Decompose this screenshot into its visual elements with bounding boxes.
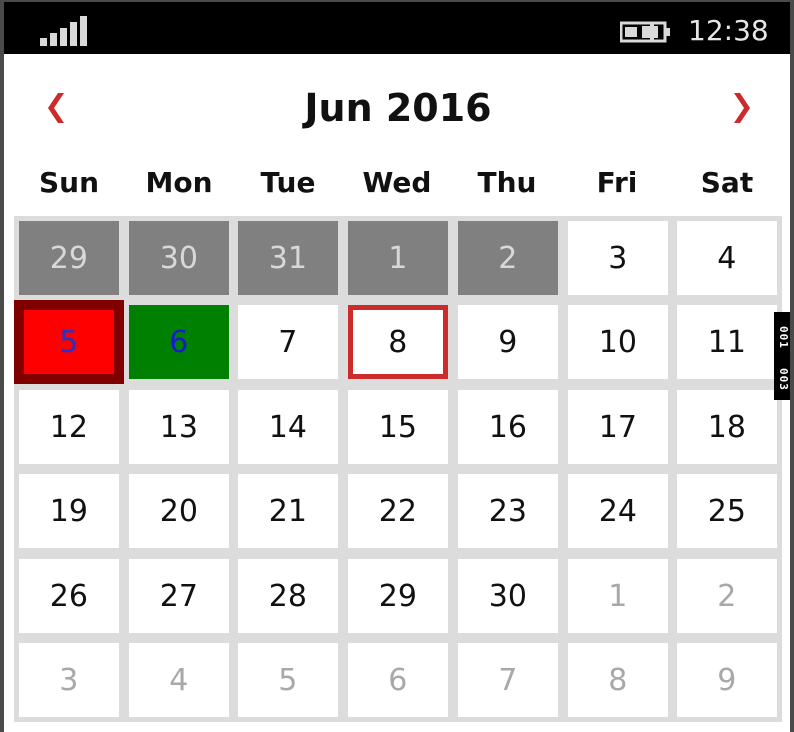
weekday-label: Sat [700,166,754,199]
battery-charging-icon [619,20,672,44]
weekday-label: Mon [145,166,213,199]
day-cell[interactable]: 19 [19,474,119,549]
day-cell: 1 [348,221,448,296]
day-cell[interactable]: 3 [568,221,668,296]
day-cell[interactable]: 9 [458,305,558,380]
weekday-header-row: Sun Mon Tue Wed Thu Fri Sat [14,166,782,206]
day-cell[interactable]: 30 [458,559,558,634]
day-cell[interactable]: 25 [677,474,777,549]
chevron-left-icon [48,93,64,123]
day-cell[interactable]: 26 [19,559,119,634]
calendar-header: Jun 2016 [14,82,782,138]
signal-strength-icon [40,16,88,46]
side-tab-top-label: 001 [777,326,790,349]
previous-month-button[interactable] [42,88,72,128]
side-tab-bottom-label: 003 [777,368,790,391]
status-clock: 12:38 [688,14,769,47]
day-cell[interactable]: 6 [348,643,448,718]
day-cell[interactable]: 3 [19,643,119,718]
weekday-label: Sun [38,166,100,199]
day-cell[interactable]: 24 [568,474,668,549]
status-bar: 12:38 [0,0,794,54]
day-cell[interactable]: 14 [238,390,338,465]
weekday-label: Thu [477,166,537,199]
weekday-label: Fri [596,166,638,199]
day-cell[interactable]: 1 [568,559,668,634]
side-tab[interactable]: 001 003 [774,312,794,400]
day-cell[interactable]: 8 [568,643,668,718]
chevron-right-icon [734,93,750,123]
day-cell[interactable]: 13 [129,390,229,465]
day-cell[interactable]: 16 [458,390,558,465]
day-cell[interactable]: 7 [238,305,338,380]
day-cell[interactable]: 27 [129,559,229,634]
day-cell[interactable]: 23 [458,474,558,549]
day-cell[interactable]: 15 [348,390,448,465]
weekday-label: Tue [260,166,316,199]
day-cell[interactable]: 12 [19,390,119,465]
day-cell: 29 [19,221,119,296]
day-cell[interactable]: 29 [348,559,448,634]
day-cell[interactable]: 8 [348,305,448,380]
day-cell[interactable]: 11 [677,305,777,380]
next-month-button[interactable] [726,88,756,128]
day-cell[interactable]: 22 [348,474,448,549]
day-cell[interactable]: 5 [14,299,124,385]
day-cell[interactable]: 10 [568,305,668,380]
month-title: Jun 2016 [304,86,492,130]
day-cell[interactable]: 5 [238,643,338,718]
day-cell[interactable]: 28 [238,559,338,634]
calendar-day-grid: 29 30 31 1 2 3 4 5 6 7 8 9 10 11 12 13 14 15 16 17 18 19 20 21 2… [14,216,782,722]
day-cell: 31 [238,221,338,296]
day-cell[interactable]: 20 [129,474,229,549]
day-cell: 2 [458,221,558,296]
day-cell[interactable]: 17 [568,390,668,465]
day-cell: 30 [129,221,229,296]
day-cell[interactable]: 6 [129,305,229,380]
day-cell[interactable]: 2 [677,559,777,634]
day-cell[interactable]: 4 [129,643,229,718]
day-cell[interactable]: 7 [458,643,558,718]
day-cell[interactable]: 9 [677,643,777,718]
day-cell[interactable]: 18 [677,390,777,465]
day-cell[interactable]: 21 [238,474,338,549]
weekday-label: Wed [362,166,432,199]
day-cell[interactable]: 4 [677,221,777,296]
